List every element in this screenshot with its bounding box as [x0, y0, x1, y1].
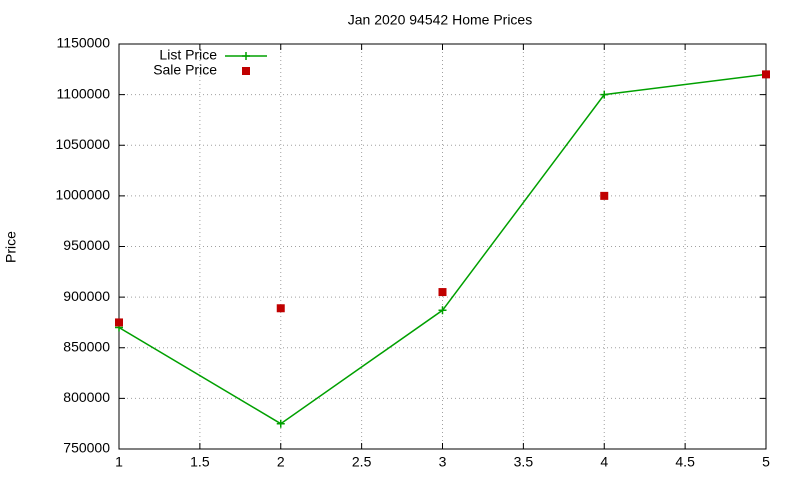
y-tick-label: 850000 [63, 338, 110, 354]
x-tick-label: 2 [277, 454, 285, 470]
legend-marker [242, 52, 250, 60]
y-axis-label: Price [3, 231, 19, 263]
data-point [438, 288, 447, 297]
data-point [438, 306, 447, 315]
x-tick-label: 1 [115, 454, 123, 470]
data-point [115, 318, 123, 327]
y-tick-label: 800000 [63, 389, 110, 405]
y-tick-label: 950000 [63, 237, 110, 253]
y-tick-label: 1150000 [57, 35, 111, 51]
x-tick-label: 2.5 [352, 454, 372, 470]
legend-label: Sale Price [153, 62, 217, 78]
x-tick-label: 3.5 [514, 454, 534, 470]
y-tick-label: 1100000 [57, 85, 111, 101]
y-tick-label: 900000 [63, 288, 110, 304]
series-line [118, 73, 767, 425]
plot-border [118, 43, 767, 450]
legend-marker [242, 67, 250, 75]
x-tick-label: 5 [762, 454, 770, 470]
y-tick-label: 750000 [63, 440, 110, 456]
y-tick-label: 1000000 [55, 187, 110, 203]
data-point [276, 419, 285, 428]
x-tick-label: 4 [600, 454, 608, 470]
data-point [276, 304, 285, 313]
x-tick-label: 1.5 [190, 454, 210, 470]
data-point [600, 191, 609, 200]
chart-title: Jan 2020 94542 Home Prices [348, 12, 532, 28]
data-point [762, 70, 770, 79]
y-tick-label: 1050000 [55, 136, 110, 152]
legend-label: List Price [159, 47, 217, 63]
x-tick-label: 4.5 [675, 454, 695, 470]
data-point [600, 90, 609, 99]
x-tick-label: 3 [439, 454, 447, 470]
